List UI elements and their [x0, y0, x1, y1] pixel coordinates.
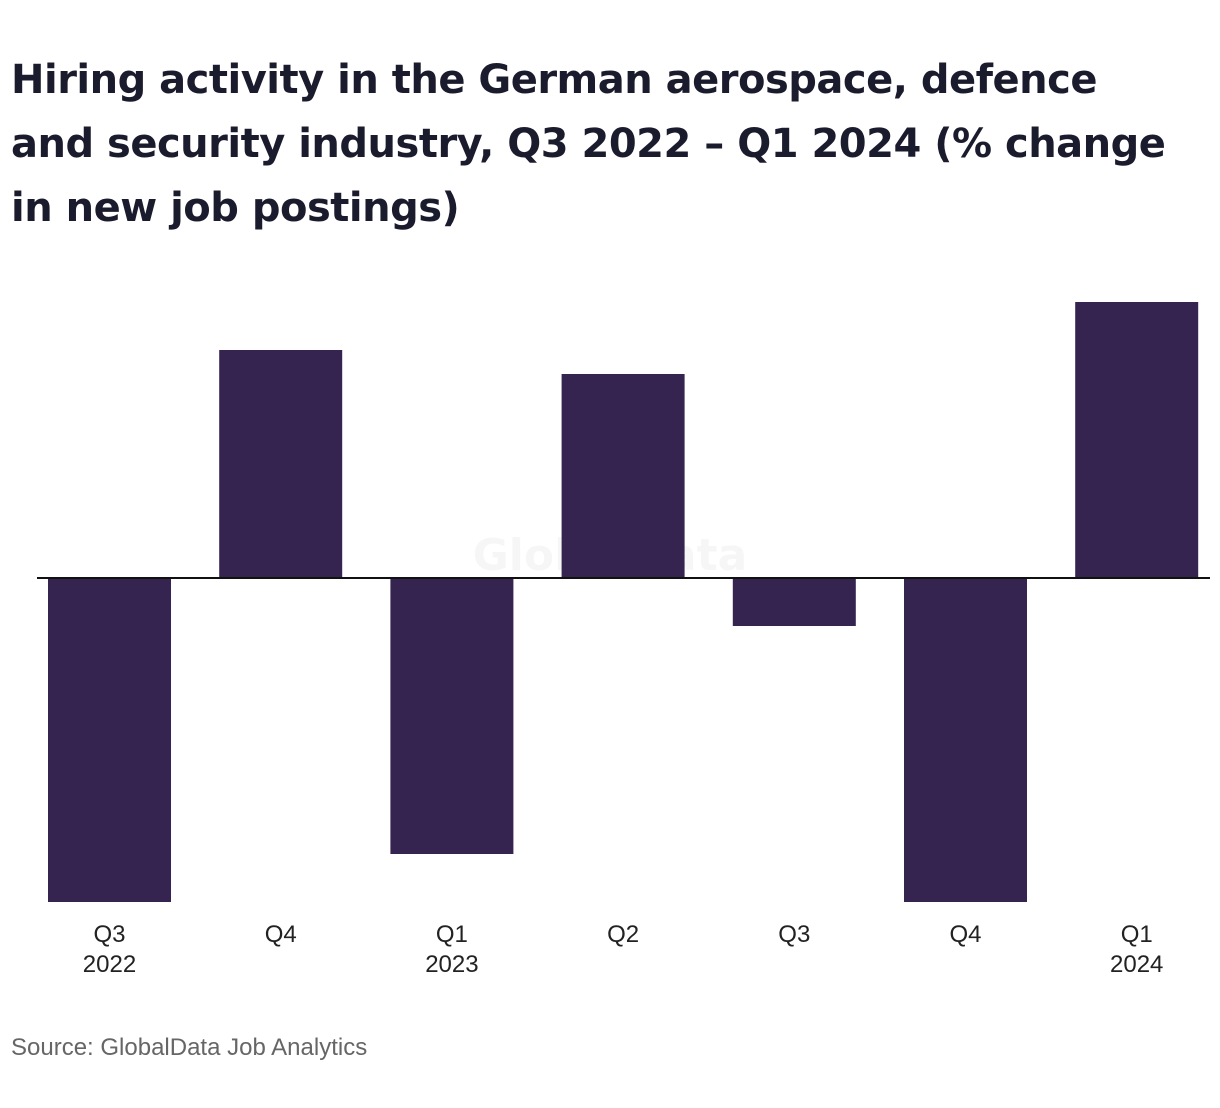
x-tick-year-6: 2024 [1110, 951, 1163, 978]
source-note: Source: GlobalData Job Analytics [11, 1034, 368, 1061]
x-tick-label-3: Q2 [607, 921, 639, 948]
x-tick-label-2: Q1 [436, 921, 468, 948]
chart-title: Hiring activity in the German aerospace,… [11, 57, 1166, 231]
bar-1 [219, 350, 343, 578]
x-tick-year-2: 2023 [425, 951, 478, 978]
x-tick-label-4: Q3 [778, 921, 810, 948]
bars-group [48, 302, 1199, 902]
bar-6 [1075, 302, 1199, 578]
bar-0 [48, 578, 171, 902]
x-tick-labels: Q3 2022 Q4 Q1 2023 Q2 Q3 Q4 Q1 2024 [83, 921, 1164, 978]
x-tick-year-0: 2022 [83, 951, 136, 978]
x-tick-label-1: Q4 [265, 921, 297, 948]
bar-4 [732, 578, 856, 626]
bar-5 [904, 578, 1027, 902]
x-tick-label-6: Q1 [1121, 921, 1153, 948]
x-tick-label-0: Q3 [93, 921, 125, 948]
bar-2 [390, 578, 514, 854]
x-tick-label-5: Q4 [949, 921, 981, 948]
bar-3 [561, 374, 685, 578]
